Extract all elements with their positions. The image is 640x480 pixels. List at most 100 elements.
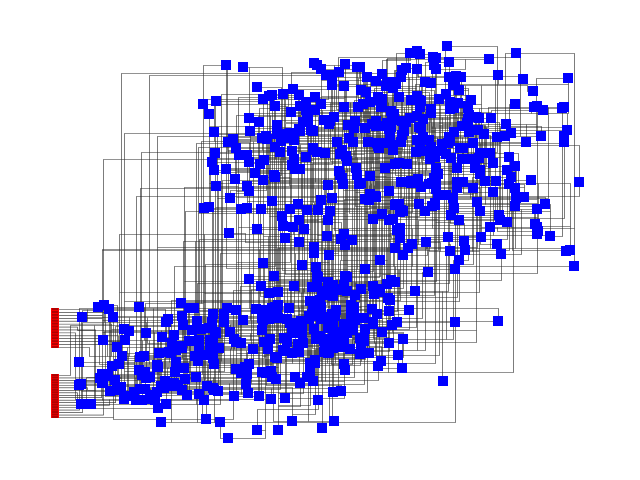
graph-node [211,328,221,338]
graph-node [493,70,503,80]
graph-node [457,121,467,131]
graph-node [328,291,338,301]
graph-node [559,137,569,147]
graph-node [399,126,409,136]
graph-node [305,296,315,306]
node-layer [74,41,584,443]
graph-node [340,322,350,332]
terminal-pin [52,408,58,411]
graph-node [426,78,436,88]
graph-node [510,183,520,193]
graph-node [502,217,512,227]
graph-node [495,215,505,225]
graph-node [135,384,145,394]
graph-node [77,312,87,322]
graph-node [280,233,290,243]
graph-node [506,172,516,182]
graph-node [323,215,333,225]
graph-node [287,160,297,170]
graph-node [356,342,366,352]
graph-node [223,433,233,443]
graph-node [313,311,323,321]
graph-node [264,288,274,298]
graph-node [380,163,390,173]
graph-node [334,67,344,77]
graph-node [415,102,425,112]
graph-node [192,316,202,326]
terminal-pin [52,331,58,334]
graph-node [252,425,262,435]
graph-node [301,97,311,107]
graph-node [196,324,206,334]
graph-node [502,165,512,175]
graph-node [528,86,538,96]
terminal-pin [52,398,58,401]
graph-node [377,69,387,79]
graph-node [511,48,521,58]
graph-node [284,303,294,313]
terminal-pin [52,393,58,396]
terminal-pin [52,396,58,399]
graph-node [450,317,460,327]
graph-node [295,126,305,136]
graph-node [137,395,147,405]
graph-node [369,289,379,299]
graph-node [427,201,437,211]
graph-node [120,335,130,345]
terminal-pin [52,413,58,416]
graph-node [273,300,283,310]
graph-node [532,229,542,239]
terminal-group-1 [51,308,59,348]
graph-node [392,317,402,327]
graph-node [276,136,286,146]
graph-node [412,46,422,56]
graph-node [504,152,514,162]
graph-node [377,98,387,108]
graph-node [336,234,346,244]
graph-node [269,271,279,281]
graph-node [361,87,371,97]
graph-node [406,178,416,188]
graph-node [323,322,333,332]
graph-node [306,125,316,135]
graph-node [360,264,370,274]
graph-node [339,336,349,346]
graph-node [225,327,235,337]
graph-node [404,305,414,315]
terminal-pin [52,310,58,313]
terminal-pin [52,376,58,379]
graph-node [129,387,139,397]
graph-node [257,325,267,335]
graph-node [377,209,387,219]
graph-node [441,190,451,200]
graph-node [416,182,426,192]
graph-node [376,356,386,366]
graph-node [305,367,315,377]
graph-node [275,147,285,157]
graph-node [453,98,463,108]
graph-node [169,330,179,340]
graph-node [445,97,455,107]
graph-node [390,243,400,253]
graph-node [294,215,304,225]
graph-node [200,350,210,360]
graph-node [312,276,322,286]
graph-node [122,391,132,401]
graph-node [289,154,299,164]
graph-node [225,193,235,203]
graph-node [307,282,317,292]
graph-node [475,148,485,158]
graph-node [287,146,297,156]
terminal-pin [52,316,58,319]
graph-node [171,345,181,355]
graph-node [339,280,349,290]
graph-node [297,328,307,338]
graph-node [445,246,455,256]
graph-node [396,137,406,147]
graph-node [348,325,358,335]
graph-node [259,309,269,319]
terminal-layer [51,308,59,418]
graph-node [258,258,268,268]
graph-node [309,242,319,252]
graph-node [199,395,209,405]
